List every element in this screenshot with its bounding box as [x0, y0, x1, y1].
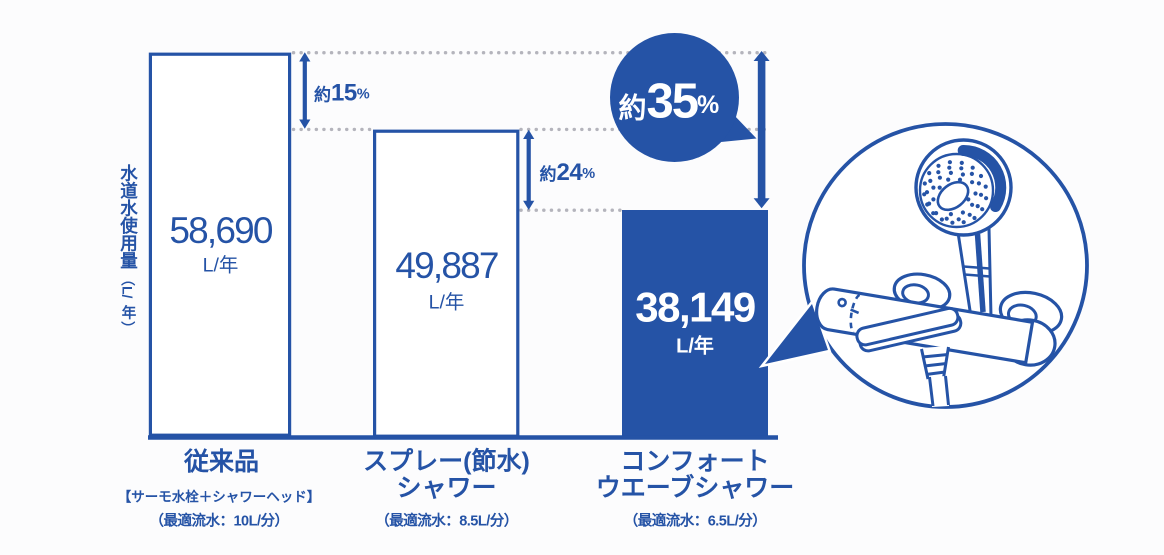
svg-text:約24%: 約24%: [540, 159, 596, 186]
svg-text:58,690: 58,690: [169, 210, 273, 251]
svg-text:用: 用: [120, 234, 138, 254]
svg-text:年: 年: [122, 304, 137, 322]
svg-text:（L/: （L/: [120, 272, 136, 299]
svg-text:シャワー: シャワー: [396, 474, 496, 502]
svg-text:L/年: L/年: [676, 334, 714, 358]
svg-text:水: 水: [120, 164, 138, 184]
svg-text:スプレー(節水): スプレー(節水): [363, 447, 530, 476]
svg-text:49,887: 49,887: [395, 245, 498, 286]
svg-text:（最適流水：10L/分）: （最適流水：10L/分）: [149, 512, 288, 530]
svg-text:水: 水: [120, 199, 138, 219]
svg-text:）: ）: [120, 321, 136, 335]
svg-text:（最適流水：8.5L/分）: （最適流水：8.5L/分）: [375, 512, 518, 530]
svg-text:L/年: L/年: [203, 255, 239, 277]
svg-text:約35%: 約35%: [619, 75, 720, 129]
svg-text:38,149: 38,149: [635, 283, 755, 330]
svg-text:L/年: L/年: [429, 292, 465, 314]
svg-text:【サーモ水栓＋シャワーヘッド】: 【サーモ水栓＋シャワーヘッド】: [118, 489, 321, 505]
svg-text:（最適流水：6.5L/分）: （最適流水：6.5L/分）: [624, 512, 767, 530]
svg-text:使: 使: [119, 216, 138, 236]
svg-text:コンフォート: コンフォート: [620, 448, 769, 476]
svg-text:量: 量: [120, 251, 138, 271]
svg-text:ウエーブシャワー: ウエーブシャワー: [596, 473, 795, 502]
svg-text:道: 道: [120, 181, 138, 201]
svg-text:約15%: 約15%: [314, 79, 370, 106]
svg-text:従来品: 従来品: [183, 447, 259, 476]
